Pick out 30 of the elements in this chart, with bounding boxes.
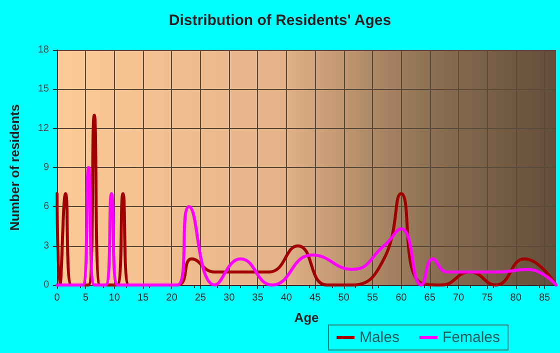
x-tick-label: 35 — [252, 292, 264, 304]
chart-title: Distribution of Residents' Ages — [168, 12, 392, 29]
y-tick-label: 6 — [43, 201, 50, 212]
y-axis-title: Number of residents — [7, 104, 22, 231]
legend-label: Males — [359, 329, 400, 346]
x-tick-label: 65 — [424, 292, 436, 304]
x-tick-label: 10 — [108, 292, 120, 304]
x-tick-label: 0 — [54, 292, 60, 304]
x-tick-label: 15 — [137, 292, 150, 304]
x-tick-label: 85 — [538, 292, 551, 304]
y-tick-label: 0 — [43, 280, 50, 290]
x-tick-label: 5 — [82, 292, 89, 304]
y-tick-label: 12 — [38, 122, 50, 134]
x-tick-label: 25 — [194, 292, 206, 304]
x-tick-label: 55 — [366, 292, 378, 304]
y-tick-label: 3 — [43, 240, 50, 252]
x-tick-label: 70 — [452, 292, 464, 304]
y-tick-label: 15 — [38, 84, 50, 95]
x-tick-label: 45 — [310, 292, 322, 304]
x-tick-label: 50 — [338, 292, 350, 304]
legend-label: Females — [442, 329, 500, 346]
x-axis-title: Age — [294, 310, 319, 325]
x-tick-label: 75 — [482, 292, 494, 304]
x-tick-label: 80 — [510, 292, 522, 304]
y-tick-label: 18 — [38, 44, 50, 56]
x-tick-label: 60 — [396, 292, 408, 304]
x-tick-label: 20 — [166, 292, 178, 304]
x-tick-label: 30 — [224, 292, 236, 304]
x-tick-label: 40 — [280, 292, 292, 304]
y-tick-label: 9 — [43, 162, 50, 173]
